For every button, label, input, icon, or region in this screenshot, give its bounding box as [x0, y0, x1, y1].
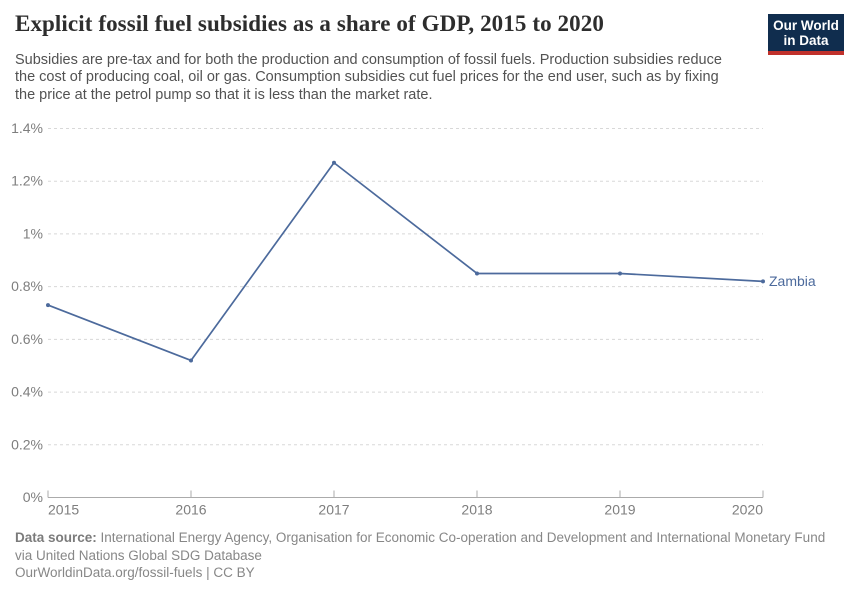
subtitle-line: the cost of producing coal, oil or gas. … [15, 69, 719, 86]
data-point[interactable] [475, 271, 479, 276]
data-point[interactable] [761, 279, 765, 284]
owid-logo-line2: in Data [783, 33, 829, 48]
y-tick-label: 1.2% [11, 173, 43, 189]
x-tick-label: 2020 [732, 502, 763, 518]
data-point[interactable] [332, 160, 336, 165]
chart-subtitle: Subsidies are pre-tax and for both the p… [15, 52, 722, 104]
y-tick-label: 1.4% [11, 120, 43, 136]
subtitle-line: Subsidies are pre-tax and for both the p… [15, 52, 722, 68]
y-tick-label: 0.8% [11, 278, 43, 294]
y-tick-label: 0.2% [11, 436, 43, 452]
x-tick-label: 2016 [175, 502, 206, 518]
owid-logo-line1: Our World [773, 18, 839, 33]
chart-title: Explicit fossil fuel subsidies as a shar… [15, 11, 604, 36]
data-point[interactable] [189, 358, 193, 363]
x-tick-label: 2015 [48, 502, 79, 518]
owid-logo-text: Our World in Data [768, 14, 844, 51]
x-tick-label: 2017 [318, 502, 349, 518]
subtitle-line: the price at the petrol pump so that it … [15, 86, 433, 103]
datasource-label: Data source: [15, 530, 97, 545]
x-tick-label: 2019 [604, 502, 635, 518]
owid-logo[interactable]: Our World in Data [768, 14, 844, 55]
datasource-note: Data source: International Energy Agency… [15, 529, 827, 564]
data-point[interactable] [618, 271, 622, 276]
y-tick-label: 0% [23, 489, 43, 505]
series-end-label[interactable]: Zambia [769, 273, 816, 289]
x-tick-label: 2018 [461, 502, 492, 518]
license-link[interactable]: OurWorldinData.org/fossil-fuels | CC BY [15, 565, 255, 580]
data-line-zambia[interactable] [47, 161, 764, 362]
y-tick-label: 1% [23, 225, 43, 241]
datasource-text: International Energy Agency, Organisatio… [15, 530, 826, 563]
y-tick-label: 0.6% [11, 331, 43, 347]
owid-logo-red-bar [768, 51, 844, 55]
y-tick-label: 0.4% [11, 384, 43, 400]
data-point[interactable] [46, 303, 50, 308]
